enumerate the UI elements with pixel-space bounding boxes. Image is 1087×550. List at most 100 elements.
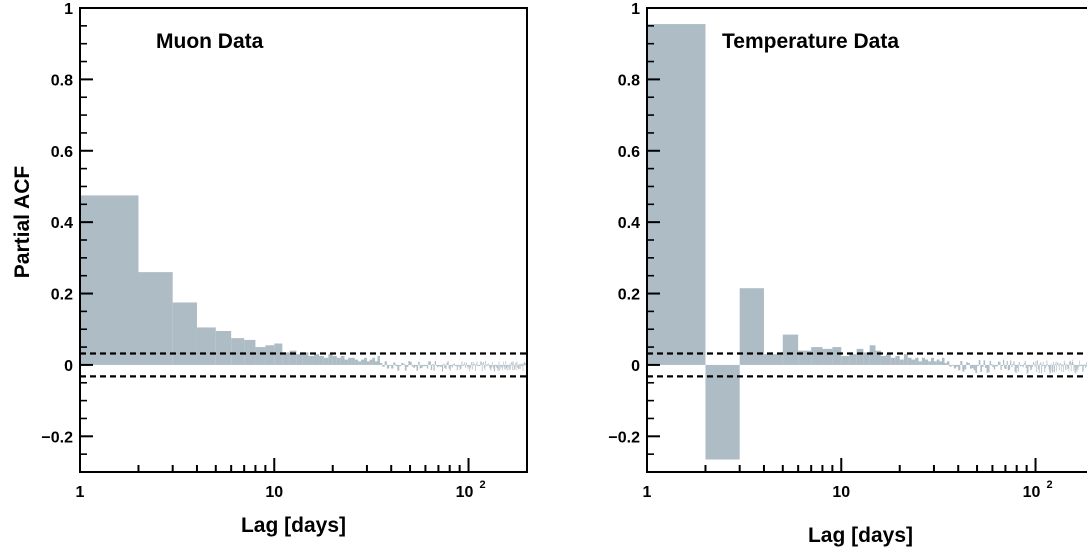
acf-tail-bar xyxy=(992,364,994,368)
acf-tail-bar xyxy=(503,364,505,367)
acf-bar xyxy=(231,338,245,365)
acf-tail-bar xyxy=(460,364,462,369)
acf-tail-bar xyxy=(1070,364,1072,372)
acf-tail-bar xyxy=(519,363,521,365)
acf-bar xyxy=(647,24,706,365)
acf-bar xyxy=(918,361,922,365)
acf-bar xyxy=(763,354,783,365)
acf-bar xyxy=(782,334,799,365)
acf-tail-bar xyxy=(484,364,486,370)
acf-tail-bar xyxy=(1000,364,1002,370)
y-tick-label: 0.4 xyxy=(51,215,73,232)
y-tick-label: 0.4 xyxy=(618,215,640,232)
acf-tail-bar xyxy=(980,364,982,372)
acf-tail-bar xyxy=(419,364,422,369)
acf-tail-bar xyxy=(1045,364,1046,369)
acf-tail-bar xyxy=(497,364,499,371)
acf-bar xyxy=(739,288,764,365)
y-tick-label: 0 xyxy=(64,358,73,375)
acf-tail-bar xyxy=(1068,364,1070,372)
acf-tail-bar xyxy=(1026,364,1028,374)
panel-title: Temperature Data xyxy=(722,30,899,53)
acf-tail-bar xyxy=(471,362,472,365)
acf-tail-bar xyxy=(521,364,523,367)
acf-tail-bar xyxy=(483,364,485,369)
y-tick-label: 0.2 xyxy=(51,287,73,304)
acf-tail-bar xyxy=(1080,364,1082,366)
acf-tail-bar xyxy=(428,361,430,365)
acf-tail-bar xyxy=(1007,364,1009,371)
acf-tail-bar xyxy=(517,364,519,367)
acf-bar xyxy=(348,357,352,365)
acf-tail-bar xyxy=(411,364,414,367)
acf-tail-bar xyxy=(1004,364,1006,369)
acf-tail-bar xyxy=(441,364,444,372)
acf-tail-bar xyxy=(981,364,984,367)
acf-tail-bar xyxy=(454,364,456,367)
acf-tail-bar xyxy=(448,364,450,369)
y-tick-label: 0.8 xyxy=(51,72,73,89)
acf-tail-bar xyxy=(1016,364,1018,368)
acf-tail-bar xyxy=(1029,364,1031,367)
acf-tail-bar xyxy=(1033,363,1035,365)
acf-tail-bar xyxy=(1080,364,1081,367)
acf-tail-bar xyxy=(451,364,453,368)
acf-tail-bar xyxy=(1056,364,1058,372)
acf-tail-bar xyxy=(523,364,525,367)
acf-tail-bar xyxy=(1057,362,1058,365)
y-tick-label: 0.6 xyxy=(51,144,73,161)
acf-tail-bar xyxy=(491,362,493,365)
acf-tail-bar xyxy=(519,364,520,369)
x-tick-label: 10 xyxy=(832,484,850,501)
acf-bar xyxy=(951,364,954,366)
y-tick-label: 1 xyxy=(64,1,73,18)
acf-tail-bar xyxy=(422,364,425,367)
acf-tail-bar xyxy=(487,364,489,367)
acf-bar xyxy=(372,357,375,365)
acf-tail-bar xyxy=(1013,361,1015,365)
acf-tail-bar xyxy=(1067,364,1069,370)
acf-bar xyxy=(953,364,957,369)
acf-tail-bar xyxy=(421,364,423,368)
acf-tail-bar xyxy=(1052,364,1053,373)
acf-tail-bar xyxy=(519,364,521,366)
acf-tail-bar xyxy=(504,364,505,370)
acf-tail-bar xyxy=(485,364,487,367)
acf-tail-bar xyxy=(966,362,969,365)
acf-bar xyxy=(374,361,378,365)
acf-tail-bar xyxy=(1071,362,1072,365)
y-axis-title: Partial ACF xyxy=(11,166,34,279)
acf-tail-bar xyxy=(518,364,519,370)
acf-tail-bar xyxy=(429,361,431,365)
acf-bar xyxy=(382,364,385,367)
acf-bar xyxy=(946,361,950,365)
acf-bar xyxy=(925,359,929,365)
acf-tail-bar xyxy=(462,364,464,367)
acf-tail-bar xyxy=(499,364,500,371)
acf-tail-bar xyxy=(977,364,979,367)
acf-bar xyxy=(361,359,365,365)
acf-tail-bar xyxy=(1032,364,1033,367)
y-tick-label: 0.6 xyxy=(618,144,640,161)
acf-tail-bar xyxy=(1084,364,1085,366)
acf-tail-bar xyxy=(968,363,971,365)
acf-tail-bar xyxy=(1077,364,1078,369)
acf-tail-bar xyxy=(468,364,470,367)
acf-tail-bar xyxy=(498,361,500,365)
acf-tail-bar xyxy=(520,363,522,365)
acf-tail-bar xyxy=(523,361,525,365)
acf-tail-bar xyxy=(1044,364,1046,373)
acf-tail-bar xyxy=(426,364,429,369)
acf-tail-bar xyxy=(445,364,447,370)
acf-bar xyxy=(332,356,337,365)
acf-tail-bar xyxy=(418,361,420,365)
acf-tail-bar xyxy=(1073,363,1074,365)
acf-tail-bar xyxy=(1075,364,1077,373)
acf-tail-bar xyxy=(493,364,495,372)
acf-tail-bar xyxy=(1054,364,1056,372)
acf-bar xyxy=(379,363,383,365)
acf-tail-bar xyxy=(461,361,463,365)
acf-tail-bar xyxy=(511,361,513,365)
acf-bar xyxy=(907,357,912,365)
